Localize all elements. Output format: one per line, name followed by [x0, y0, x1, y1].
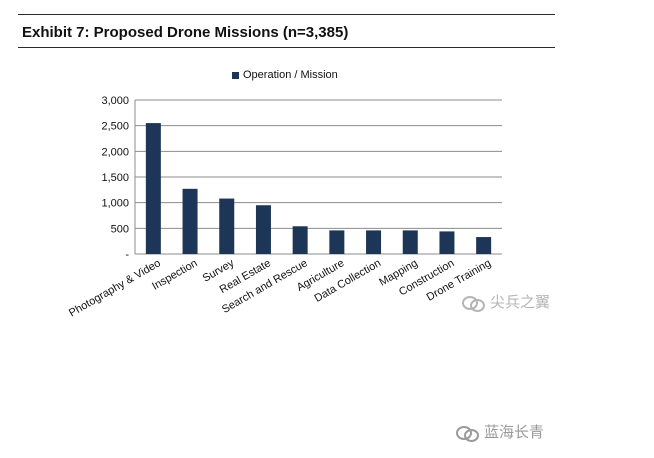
header-rule-bottom [18, 47, 555, 48]
chart-legend: Operation / Mission [232, 69, 338, 81]
bar [439, 231, 455, 254]
bar [402, 230, 418, 254]
bar [145, 123, 161, 254]
header-rule-top [18, 14, 555, 15]
legend-label: Operation / Mission [243, 69, 338, 81]
y-tick-label: 2,500 [101, 121, 129, 133]
bar [476, 237, 492, 254]
watermark-bottom: 蓝海长青 [456, 421, 544, 442]
y-tick-label: 1,000 [101, 198, 129, 210]
bar [255, 205, 271, 254]
bar [182, 188, 198, 254]
y-tick-label: 500 [111, 223, 129, 235]
y-tick-label: 3,000 [101, 95, 129, 107]
watermark-top-text: 尖兵之翼 [490, 293, 551, 311]
bars [145, 123, 492, 254]
bar [292, 226, 308, 254]
exhibit-title: Exhibit 7: Proposed Drone Missions (n=3,… [22, 24, 349, 41]
bar [329, 230, 345, 254]
legend-swatch [232, 71, 239, 79]
wechat-icon [462, 294, 485, 312]
y-tick-label: 2,000 [101, 146, 129, 158]
y-tick-label: - [125, 249, 129, 261]
watermark-top: 尖兵之翼 [462, 291, 550, 312]
bar [366, 230, 382, 254]
bar [219, 198, 235, 254]
y-tick-label: 1,500 [101, 172, 129, 184]
y-axis: - 500 1,000 1,500 2,000 2,500 3,000 [101, 95, 136, 261]
x-category-label: Photography & Video [67, 257, 163, 319]
watermark-bottom-text: 蓝海长青 [484, 423, 545, 441]
wechat-icon [456, 424, 479, 442]
